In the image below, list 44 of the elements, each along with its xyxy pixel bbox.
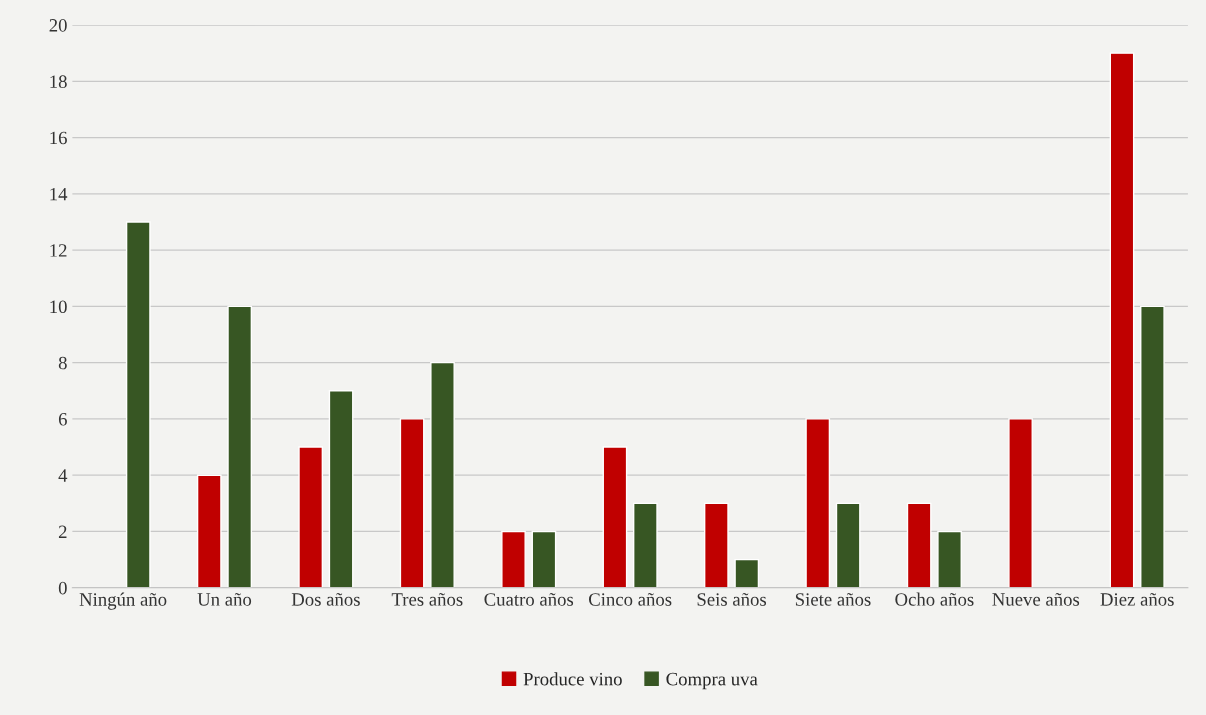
bar — [196, 474, 222, 588]
x-tick-label: Cuatro años — [484, 592, 574, 606]
bar — [501, 530, 526, 588]
y-tick-label: 8 — [58, 356, 67, 370]
x-tick-label: Cinco años — [588, 592, 672, 606]
bar — [734, 558, 760, 588]
x-tick-label: Diez años — [1100, 592, 1174, 606]
bar — [399, 418, 425, 588]
legend-label: Compra uva — [666, 672, 758, 690]
x-tick-label: Siete años — [795, 592, 871, 606]
bar — [531, 530, 557, 588]
x-tick-label: Un año — [197, 592, 252, 606]
bar — [1008, 418, 1033, 588]
y-tick-label: 14 — [50, 187, 68, 201]
y-tick-label: 16 — [50, 131, 67, 145]
bar — [430, 361, 455, 588]
y-tick-label: 0 — [58, 581, 67, 595]
bar — [835, 502, 861, 588]
x-tick-label: Tres años — [391, 592, 463, 606]
bar — [227, 305, 253, 588]
y-tick-label: 6 — [58, 413, 67, 426]
bar — [602, 446, 628, 588]
x-tick-label: Ningún año — [79, 592, 167, 610]
bar — [632, 502, 658, 588]
y-tick-label: 2 — [58, 525, 67, 538]
bar — [703, 502, 729, 588]
y-tick-label: 18 — [50, 75, 67, 88]
bar — [1109, 52, 1135, 588]
bar — [328, 390, 354, 588]
y-tick-label: 12 — [50, 244, 67, 257]
x-tick-label: Seis años — [697, 592, 767, 606]
bar — [298, 446, 324, 588]
bar — [1140, 305, 1165, 588]
y-tick-label: 20 — [49, 19, 67, 32]
bar — [937, 530, 962, 588]
x-tick-label: Nueve años — [992, 592, 1080, 606]
legend-label: Produce vino — [523, 672, 622, 686]
bar — [906, 502, 932, 588]
y-tick-label: 4 — [58, 469, 68, 482]
x-tick-label: Dos años — [291, 592, 360, 606]
x-tick-label: Ocho años — [895, 592, 974, 606]
bar — [125, 221, 151, 588]
y-tick-label: 10 — [50, 300, 67, 314]
bar — [805, 418, 831, 588]
